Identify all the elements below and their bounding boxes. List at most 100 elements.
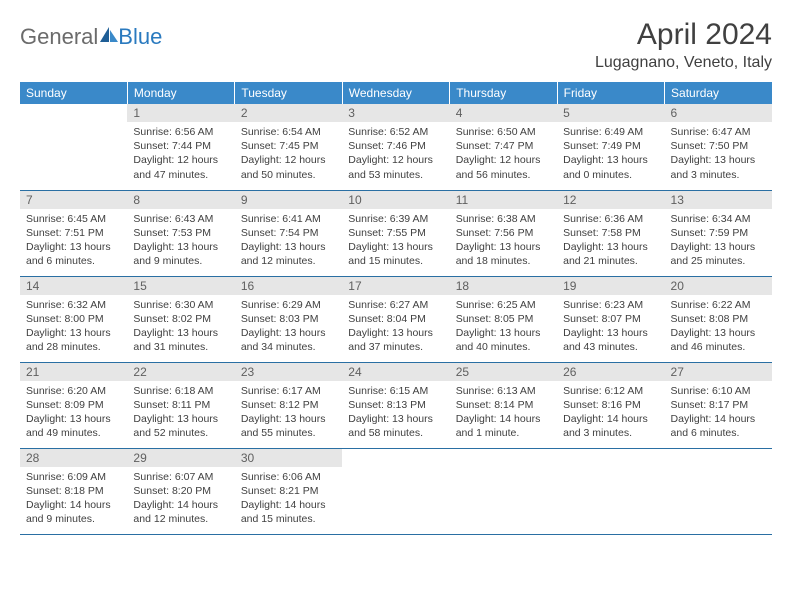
week-row: 28Sunrise: 6:09 AMSunset: 8:18 PMDayligh… bbox=[20, 448, 772, 534]
week-row: 7Sunrise: 6:45 AMSunset: 7:51 PMDaylight… bbox=[20, 190, 772, 276]
day-number: 27 bbox=[665, 363, 772, 381]
col-thursday: Thursday bbox=[450, 82, 557, 104]
day-cell: 19Sunrise: 6:23 AMSunset: 8:07 PMDayligh… bbox=[557, 276, 664, 362]
sunset-text: Sunset: 8:14 PM bbox=[456, 398, 551, 412]
sunrise-text: Sunrise: 6:22 AM bbox=[671, 298, 766, 312]
day-number: 9 bbox=[235, 191, 342, 209]
daylight-text: Daylight: 14 hours and 1 minute. bbox=[456, 412, 551, 440]
daylight-text: Daylight: 13 hours and 37 minutes. bbox=[348, 326, 443, 354]
sunrise-text: Sunrise: 6:07 AM bbox=[133, 470, 228, 484]
sunrise-text: Sunrise: 6:52 AM bbox=[348, 125, 443, 139]
sunrise-text: Sunrise: 6:20 AM bbox=[26, 384, 121, 398]
day-number: 19 bbox=[557, 277, 664, 295]
day-number: 5 bbox=[557, 104, 664, 122]
day-data: Sunrise: 6:54 AMSunset: 7:45 PMDaylight:… bbox=[235, 122, 342, 186]
day-number: 25 bbox=[450, 363, 557, 381]
daylight-text: Daylight: 14 hours and 6 minutes. bbox=[671, 412, 766, 440]
day-cell: 4Sunrise: 6:50 AMSunset: 7:47 PMDaylight… bbox=[450, 104, 557, 190]
day-cell: 17Sunrise: 6:27 AMSunset: 8:04 PMDayligh… bbox=[342, 276, 449, 362]
day-cell: 20Sunrise: 6:22 AMSunset: 8:08 PMDayligh… bbox=[665, 276, 772, 362]
day-cell: 26Sunrise: 6:12 AMSunset: 8:16 PMDayligh… bbox=[557, 362, 664, 448]
sunrise-text: Sunrise: 6:41 AM bbox=[241, 212, 336, 226]
sunset-text: Sunset: 7:59 PM bbox=[671, 226, 766, 240]
sunset-text: Sunset: 7:51 PM bbox=[26, 226, 121, 240]
day-number: 22 bbox=[127, 363, 234, 381]
day-data: Sunrise: 6:12 AMSunset: 8:16 PMDaylight:… bbox=[557, 381, 664, 445]
calendar-table: Sunday Monday Tuesday Wednesday Thursday… bbox=[20, 82, 772, 535]
day-data: Sunrise: 6:22 AMSunset: 8:08 PMDaylight:… bbox=[665, 295, 772, 359]
day-cell: 14Sunrise: 6:32 AMSunset: 8:00 PMDayligh… bbox=[20, 276, 127, 362]
day-data: Sunrise: 6:47 AMSunset: 7:50 PMDaylight:… bbox=[665, 122, 772, 186]
logo-text-1: General bbox=[20, 24, 98, 50]
sunset-text: Sunset: 8:09 PM bbox=[26, 398, 121, 412]
day-data: Sunrise: 6:39 AMSunset: 7:55 PMDaylight:… bbox=[342, 209, 449, 273]
day-data: Sunrise: 6:50 AMSunset: 7:47 PMDaylight:… bbox=[450, 122, 557, 186]
day-data: Sunrise: 6:45 AMSunset: 7:51 PMDaylight:… bbox=[20, 209, 127, 273]
day-data: Sunrise: 6:30 AMSunset: 8:02 PMDaylight:… bbox=[127, 295, 234, 359]
day-data: Sunrise: 6:18 AMSunset: 8:11 PMDaylight:… bbox=[127, 381, 234, 445]
col-wednesday: Wednesday bbox=[342, 82, 449, 104]
day-number: 29 bbox=[127, 449, 234, 467]
day-cell bbox=[450, 448, 557, 534]
sunset-text: Sunset: 8:07 PM bbox=[563, 312, 658, 326]
day-number: 24 bbox=[342, 363, 449, 381]
header: General Blue April 2024 Lugagnano, Venet… bbox=[20, 18, 772, 72]
day-data: Sunrise: 6:27 AMSunset: 8:04 PMDaylight:… bbox=[342, 295, 449, 359]
logo-text-2: Blue bbox=[118, 24, 162, 50]
sunset-text: Sunset: 7:53 PM bbox=[133, 226, 228, 240]
week-row: 1Sunrise: 6:56 AMSunset: 7:44 PMDaylight… bbox=[20, 104, 772, 190]
sunset-text: Sunset: 8:20 PM bbox=[133, 484, 228, 498]
day-number: 3 bbox=[342, 104, 449, 122]
day-cell: 5Sunrise: 6:49 AMSunset: 7:49 PMDaylight… bbox=[557, 104, 664, 190]
day-cell: 24Sunrise: 6:15 AMSunset: 8:13 PMDayligh… bbox=[342, 362, 449, 448]
day-number: 7 bbox=[20, 191, 127, 209]
daylight-text: Daylight: 13 hours and 6 minutes. bbox=[26, 240, 121, 268]
day-cell: 15Sunrise: 6:30 AMSunset: 8:02 PMDayligh… bbox=[127, 276, 234, 362]
sunset-text: Sunset: 7:55 PM bbox=[348, 226, 443, 240]
sunrise-text: Sunrise: 6:29 AM bbox=[241, 298, 336, 312]
daylight-text: Daylight: 13 hours and 28 minutes. bbox=[26, 326, 121, 354]
day-data: Sunrise: 6:52 AMSunset: 7:46 PMDaylight:… bbox=[342, 122, 449, 186]
sunset-text: Sunset: 7:49 PM bbox=[563, 139, 658, 153]
daylight-text: Daylight: 14 hours and 15 minutes. bbox=[241, 498, 336, 526]
day-cell: 9Sunrise: 6:41 AMSunset: 7:54 PMDaylight… bbox=[235, 190, 342, 276]
day-cell: 1Sunrise: 6:56 AMSunset: 7:44 PMDaylight… bbox=[127, 104, 234, 190]
header-row: Sunday Monday Tuesday Wednesday Thursday… bbox=[20, 82, 772, 104]
day-cell: 11Sunrise: 6:38 AMSunset: 7:56 PMDayligh… bbox=[450, 190, 557, 276]
day-number: 26 bbox=[557, 363, 664, 381]
sunrise-text: Sunrise: 6:50 AM bbox=[456, 125, 551, 139]
day-cell: 10Sunrise: 6:39 AMSunset: 7:55 PMDayligh… bbox=[342, 190, 449, 276]
sunset-text: Sunset: 8:08 PM bbox=[671, 312, 766, 326]
day-data: Sunrise: 6:10 AMSunset: 8:17 PMDaylight:… bbox=[665, 381, 772, 445]
location: Lugagnano, Veneto, Italy bbox=[595, 54, 772, 72]
sunset-text: Sunset: 8:11 PM bbox=[133, 398, 228, 412]
day-number: 23 bbox=[235, 363, 342, 381]
daylight-text: Daylight: 13 hours and 15 minutes. bbox=[348, 240, 443, 268]
daylight-text: Daylight: 13 hours and 3 minutes. bbox=[671, 153, 766, 181]
day-cell bbox=[20, 104, 127, 190]
daylight-text: Daylight: 13 hours and 31 minutes. bbox=[133, 326, 228, 354]
day-cell bbox=[342, 448, 449, 534]
daylight-text: Daylight: 13 hours and 25 minutes. bbox=[671, 240, 766, 268]
sunrise-text: Sunrise: 6:45 AM bbox=[26, 212, 121, 226]
day-data: Sunrise: 6:38 AMSunset: 7:56 PMDaylight:… bbox=[450, 209, 557, 273]
sunrise-text: Sunrise: 6:54 AM bbox=[241, 125, 336, 139]
col-saturday: Saturday bbox=[665, 82, 772, 104]
daylight-text: Daylight: 13 hours and 43 minutes. bbox=[563, 326, 658, 354]
day-data: Sunrise: 6:56 AMSunset: 7:44 PMDaylight:… bbox=[127, 122, 234, 186]
day-data: Sunrise: 6:17 AMSunset: 8:12 PMDaylight:… bbox=[235, 381, 342, 445]
col-monday: Monday bbox=[127, 82, 234, 104]
daylight-text: Daylight: 13 hours and 58 minutes. bbox=[348, 412, 443, 440]
day-data: Sunrise: 6:34 AMSunset: 7:59 PMDaylight:… bbox=[665, 209, 772, 273]
sunrise-text: Sunrise: 6:36 AM bbox=[563, 212, 658, 226]
daylight-text: Daylight: 13 hours and 46 minutes. bbox=[671, 326, 766, 354]
day-data: Sunrise: 6:32 AMSunset: 8:00 PMDaylight:… bbox=[20, 295, 127, 359]
sunset-text: Sunset: 8:18 PM bbox=[26, 484, 121, 498]
day-number: 28 bbox=[20, 449, 127, 467]
sunset-text: Sunset: 7:45 PM bbox=[241, 139, 336, 153]
month-title: April 2024 bbox=[595, 18, 772, 52]
daylight-text: Daylight: 12 hours and 50 minutes. bbox=[241, 153, 336, 181]
col-sunday: Sunday bbox=[20, 82, 127, 104]
day-data: Sunrise: 6:29 AMSunset: 8:03 PMDaylight:… bbox=[235, 295, 342, 359]
day-number: 11 bbox=[450, 191, 557, 209]
